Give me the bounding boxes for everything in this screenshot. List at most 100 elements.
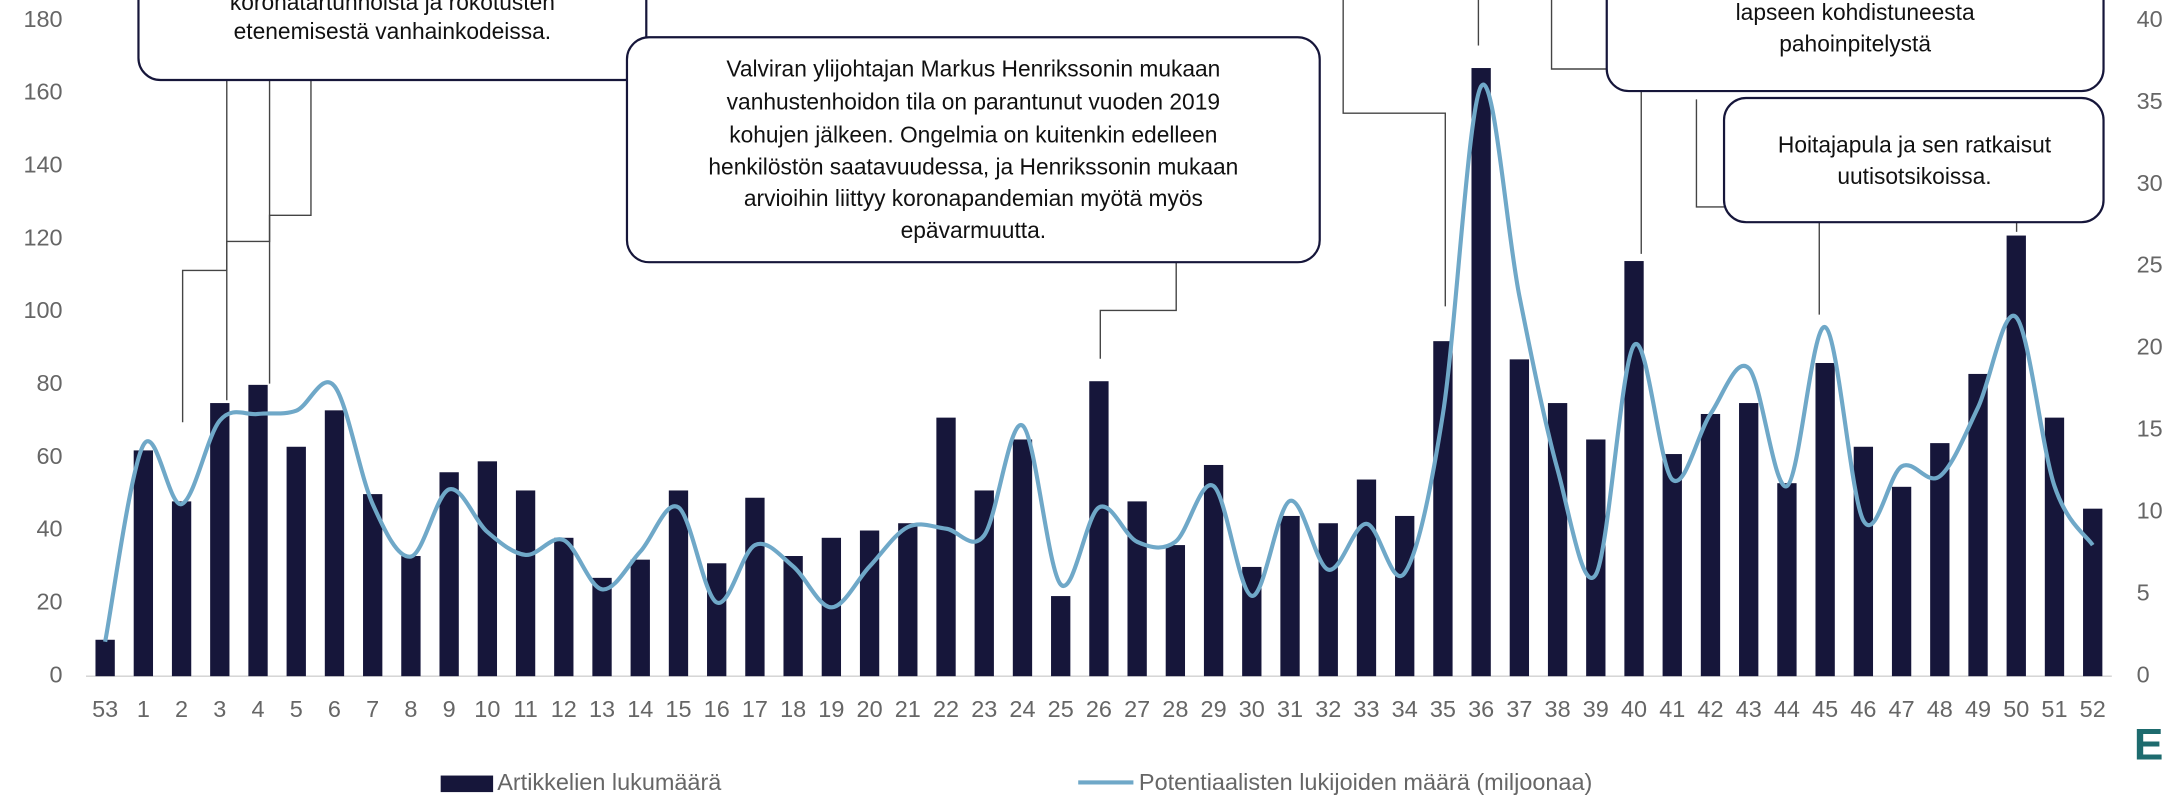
x-tick-label: 2 (175, 696, 188, 722)
x-tick-label: 45 (1812, 696, 1838, 722)
bar (363, 494, 383, 677)
bar (1356, 479, 1377, 677)
logo: E (2134, 721, 2163, 770)
legend-swatch (440, 775, 494, 793)
y2-tick-label: 40 (2137, 6, 2163, 32)
annotation: lapseen kohdistuneesta pahoinpitelystä (1605, 0, 2105, 93)
bar (1700, 413, 1721, 677)
bar (248, 384, 268, 677)
bar (592, 577, 612, 677)
y2-tick-label: 30 (2137, 170, 2163, 196)
bar (1280, 515, 1300, 677)
x-tick-label: 33 (1353, 696, 1379, 722)
legend-label: Potentiaalisten lukijoiden määrä (miljoo… (1139, 769, 1592, 795)
x-tick-label: 32 (1315, 696, 1341, 722)
bar (859, 530, 880, 677)
bar (439, 472, 459, 677)
x-tick-label: 35 (1430, 696, 1456, 722)
bar (1089, 381, 1109, 677)
x-tick-label: 21 (895, 696, 921, 722)
bar (95, 639, 115, 677)
x-tick-label: 30 (1239, 696, 1265, 722)
x-tick-label: 3 (213, 696, 226, 722)
bar (2083, 508, 2103, 677)
bar (401, 556, 421, 677)
y-tick-label: 60 (36, 443, 62, 469)
x-tick-label: 5 (290, 696, 303, 722)
annotation-text: Valviran ylijohtajan Markus Henrikssonin… (726, 55, 1220, 81)
x-tick-label: 12 (551, 696, 577, 722)
x-tick-label: 26 (1086, 696, 1112, 722)
bar (1127, 501, 1147, 677)
bar (1012, 439, 1033, 677)
bar (515, 490, 536, 677)
x-tick-label: 39 (1583, 696, 1609, 722)
y-tick-label: 100 (23, 297, 62, 323)
bar (171, 501, 192, 677)
annotation-text: lapseen kohdistuneesta (1736, 0, 1975, 25)
bar (1203, 464, 1224, 677)
y-tick-label: 180 (23, 6, 62, 32)
x-tick-label: 50 (2003, 696, 2029, 722)
x-tick-label: 8 (404, 696, 417, 722)
bar (898, 523, 918, 677)
x-tick-label: 11 (513, 696, 537, 722)
bar (1662, 454, 1682, 677)
y2-tick-label: 35 (2137, 88, 2163, 114)
bar (133, 450, 154, 677)
bar (1433, 341, 1453, 677)
bar (1968, 373, 1988, 677)
x-tick-label: 47 (1889, 696, 1915, 722)
bar (974, 490, 994, 677)
bar (745, 497, 765, 677)
annotation-box (625, 36, 1321, 264)
x-tick-label: 17 (742, 696, 768, 722)
x-tick-label: 49 (1965, 696, 1991, 722)
annotation-text: etenemisestä vanhainkodeissa. (234, 18, 551, 44)
x-tick-label: 31 (1277, 696, 1303, 722)
bar (2006, 235, 2026, 677)
y2-tick-label: 15 (2137, 416, 2163, 442)
x-tick-label: 9 (443, 696, 456, 722)
x-tick-label: 18 (780, 696, 806, 722)
bar (1165, 545, 1186, 677)
x-tick-label: 38 (1545, 696, 1571, 722)
annotation-text: kohujen jälkeen. Ongelmia on kuitenkin e… (729, 122, 1217, 148)
annotation: Hoitajapula ja sen ratkaisut uutisotsikoi… (1722, 96, 2105, 224)
x-tick-label: 53 (92, 696, 118, 722)
x-tick-label: 48 (1927, 696, 1953, 722)
connector (1695, 99, 1725, 208)
bar (1509, 359, 1530, 677)
y-tick-label: 140 (23, 152, 62, 178)
x-tick-label: 24 (1009, 696, 1035, 722)
annotation-text: epävarmuutta. (901, 217, 1046, 243)
y2-tick-label: 5 (2137, 579, 2150, 605)
bar (1930, 443, 1950, 677)
x-tick-label: 10 (474, 696, 500, 722)
connector (1550, 0, 1607, 70)
bar (1051, 596, 1071, 677)
connector (1099, 262, 1177, 359)
annotation-text: Hoitajapula ja sen ratkaisut (1778, 131, 2052, 157)
x-tick-label: 43 (1736, 696, 1762, 722)
x-tick-label: 28 (1162, 696, 1188, 722)
bar (1318, 523, 1338, 677)
x-tick-label: 52 (2080, 696, 2106, 722)
bar (477, 461, 498, 677)
bar (1777, 483, 1797, 677)
x-tick-label: 40 (1621, 696, 1647, 722)
bar (1891, 486, 1912, 677)
annotation-box (1722, 96, 2105, 224)
y2-tick-label: 25 (2137, 252, 2163, 278)
annotation-text: uutisotsikoissa. (1837, 163, 1991, 189)
x-tick-label: 27 (1124, 696, 1150, 722)
y-tick-label: 20 (36, 589, 62, 615)
bar (1815, 363, 1835, 677)
annotation-text: vanhustenhoidon tila on parantunut vuode… (727, 89, 1220, 115)
x-tick-label: 14 (627, 696, 653, 722)
annotation-text: arvioihin liittyy koronapandemian myötä … (744, 185, 1203, 211)
y-tick-label: 80 (36, 370, 62, 396)
connector (181, 80, 228, 423)
